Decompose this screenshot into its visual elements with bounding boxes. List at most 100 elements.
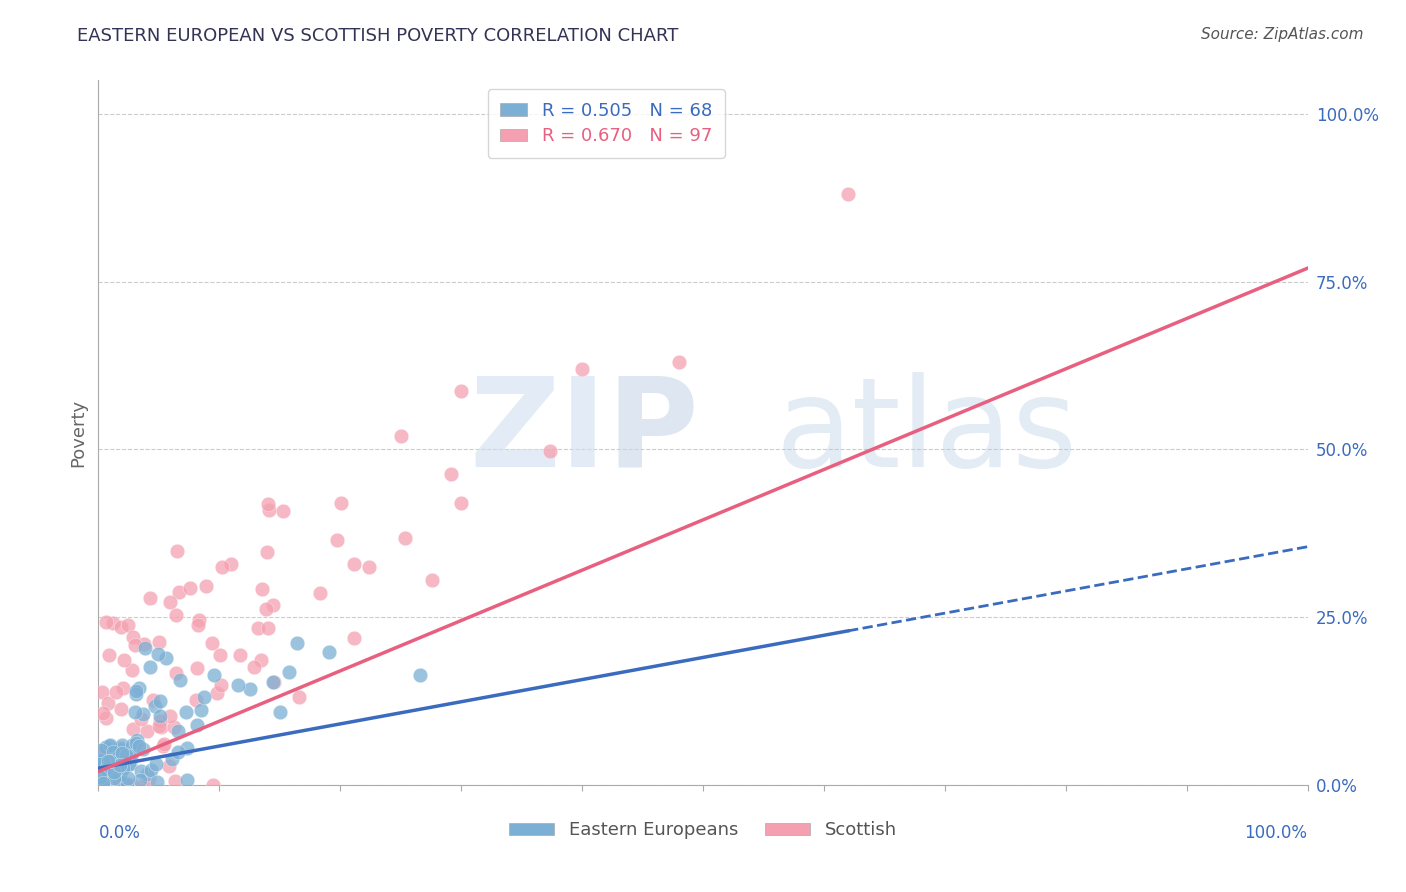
Point bbox=[125, 687, 148, 701]
Point bbox=[91, 776, 114, 790]
Point bbox=[157, 759, 180, 773]
Point bbox=[103, 615, 125, 630]
Point bbox=[263, 675, 285, 690]
Point bbox=[257, 503, 280, 517]
Point bbox=[122, 630, 145, 644]
Point bbox=[114, 778, 136, 792]
Point bbox=[262, 675, 284, 690]
Point bbox=[187, 618, 209, 632]
Point bbox=[209, 678, 232, 692]
Point bbox=[136, 723, 159, 738]
Point bbox=[98, 739, 121, 753]
Point bbox=[262, 598, 284, 612]
Point bbox=[159, 594, 181, 608]
Point bbox=[98, 738, 121, 752]
Point bbox=[87, 778, 110, 792]
Point bbox=[105, 685, 128, 699]
Point bbox=[96, 711, 118, 725]
Point bbox=[108, 757, 131, 772]
Text: Source: ZipAtlas.com: Source: ZipAtlas.com bbox=[1201, 27, 1364, 42]
Point bbox=[128, 739, 150, 753]
Point bbox=[167, 585, 190, 599]
Point bbox=[110, 702, 132, 716]
Point bbox=[97, 696, 120, 710]
Point bbox=[107, 757, 129, 772]
Text: 100.0%: 100.0% bbox=[1244, 823, 1308, 842]
Point bbox=[112, 761, 135, 775]
Point bbox=[187, 614, 209, 628]
Point bbox=[121, 663, 143, 677]
Point bbox=[91, 778, 114, 792]
Point bbox=[152, 739, 174, 754]
Point bbox=[103, 745, 125, 759]
Point bbox=[186, 661, 208, 675]
Point bbox=[110, 777, 132, 791]
Point bbox=[89, 753, 111, 767]
Y-axis label: Poverty: Poverty bbox=[69, 399, 87, 467]
Point bbox=[326, 533, 349, 547]
Point bbox=[89, 755, 111, 769]
Point bbox=[359, 559, 381, 574]
Point bbox=[837, 187, 859, 202]
Point bbox=[167, 724, 190, 739]
Point bbox=[420, 574, 443, 588]
Point bbox=[134, 778, 156, 792]
Point bbox=[209, 648, 232, 662]
Point bbox=[103, 778, 125, 792]
Text: atlas: atlas bbox=[776, 372, 1077, 493]
Point bbox=[195, 579, 218, 593]
Point bbox=[205, 686, 228, 700]
Point bbox=[247, 621, 270, 635]
Point bbox=[285, 636, 308, 650]
Point bbox=[134, 641, 156, 656]
Point bbox=[318, 645, 340, 659]
Point bbox=[112, 653, 135, 667]
Point bbox=[179, 581, 201, 595]
Point bbox=[571, 362, 593, 376]
Point bbox=[142, 693, 165, 707]
Point bbox=[167, 745, 190, 759]
Text: 0.0%: 0.0% bbox=[98, 823, 141, 842]
Text: EASTERN EUROPEAN VS SCOTTISH POVERTY CORRELATION CHART: EASTERN EUROPEAN VS SCOTTISH POVERTY COR… bbox=[77, 27, 679, 45]
Point bbox=[120, 749, 142, 764]
Point bbox=[668, 355, 690, 369]
Point bbox=[176, 773, 198, 788]
Point bbox=[97, 754, 120, 768]
Point bbox=[148, 719, 170, 733]
Point bbox=[257, 497, 280, 511]
Point bbox=[87, 752, 110, 766]
Point bbox=[249, 653, 271, 667]
Point bbox=[166, 544, 188, 558]
Point bbox=[139, 660, 162, 674]
Point bbox=[145, 757, 167, 772]
Point bbox=[176, 741, 198, 756]
Point bbox=[269, 705, 291, 719]
Point bbox=[121, 722, 143, 736]
Point bbox=[120, 746, 142, 760]
Point bbox=[125, 684, 148, 698]
Point bbox=[91, 756, 114, 771]
Point bbox=[150, 720, 173, 734]
Point bbox=[117, 771, 139, 785]
Point bbox=[125, 736, 148, 750]
Point bbox=[108, 768, 131, 782]
Point bbox=[257, 621, 280, 635]
Point bbox=[129, 764, 152, 778]
Point bbox=[94, 739, 117, 754]
Legend: Eastern Europeans, Scottish: Eastern Europeans, Scottish bbox=[502, 814, 904, 847]
Point bbox=[538, 444, 561, 458]
Point bbox=[256, 545, 278, 559]
Point bbox=[271, 504, 294, 518]
Point bbox=[132, 742, 155, 756]
Point bbox=[155, 650, 177, 665]
Point bbox=[90, 743, 112, 757]
Point bbox=[128, 773, 150, 788]
Point bbox=[107, 749, 129, 764]
Point bbox=[226, 678, 249, 692]
Point bbox=[132, 707, 155, 722]
Point bbox=[89, 770, 111, 784]
Point bbox=[254, 602, 277, 616]
Point bbox=[111, 746, 134, 760]
Point bbox=[111, 738, 134, 752]
Point bbox=[121, 778, 143, 792]
